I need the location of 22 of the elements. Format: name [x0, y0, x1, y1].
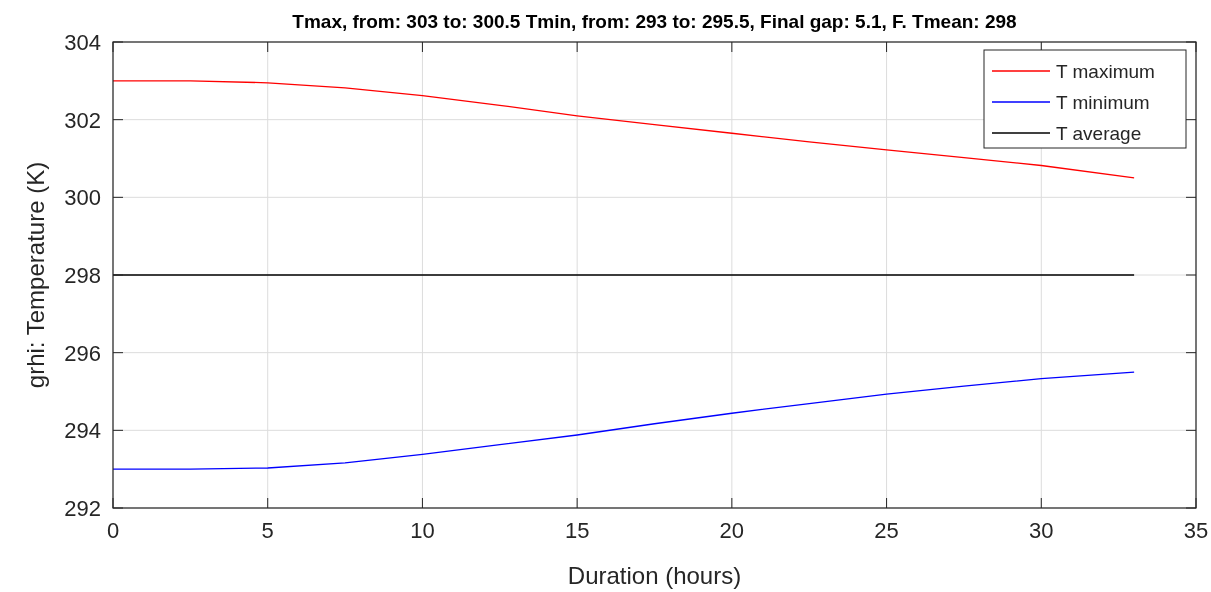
legend-label: T minimum [1056, 92, 1150, 113]
line-series [112, 371, 1135, 470]
x-tick-label: 25 [874, 518, 899, 543]
legend-label: T maximum [1056, 61, 1155, 82]
x-tick-label: 15 [564, 518, 590, 543]
x-tick-label: 10 [410, 518, 435, 543]
y-tick-label: 294 [64, 418, 101, 444]
legend-label: T average [1056, 123, 1142, 144]
chart-title: Tmax, from: 303 to: 300.5 Tmin, from: 293 to: 295.5, Final gap: 5.1, F. Tmean: 298 [292, 11, 1017, 32]
x-tick-label: 30 [1029, 518, 1054, 543]
x-tick-label: 35 [1183, 518, 1209, 543]
y-tick-label: 292 [64, 496, 101, 521]
y-tick-label: 300 [64, 185, 101, 211]
y-axis-title: grhi: Temperature (K) [22, 161, 49, 389]
y-tick-label: 302 [64, 107, 101, 133]
x-axis-title: Duration (hours) [567, 562, 742, 589]
x-tick-label: 5 [261, 518, 274, 543]
x-tick-label: 0 [106, 518, 120, 543]
y-tick-label: 296 [64, 340, 101, 366]
y-tick-label: 304 [64, 30, 101, 55]
x-tick-label: 20 [719, 518, 745, 543]
y-tick-label: 298 [64, 263, 101, 288]
